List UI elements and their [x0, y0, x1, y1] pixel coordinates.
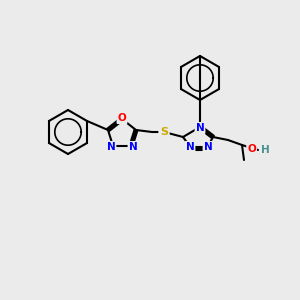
Text: O: O	[247, 144, 256, 154]
Text: N: N	[204, 142, 212, 152]
Text: S: S	[160, 127, 168, 137]
Text: N: N	[186, 142, 194, 152]
Text: N: N	[106, 142, 116, 152]
Text: O: O	[118, 113, 126, 123]
Text: H: H	[261, 145, 270, 155]
Text: N: N	[196, 123, 204, 133]
Text: N: N	[129, 142, 137, 152]
